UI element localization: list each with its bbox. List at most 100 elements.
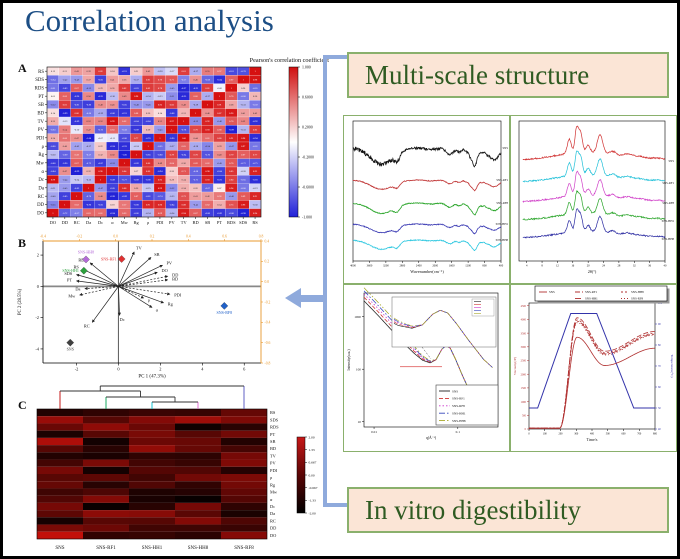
svg-text:3200: 3200 xyxy=(383,264,389,268)
pca-biplot: -2 0 2 4 620-2-4-0.4 -0.2 0.0 0.2 0.4 0.6 0.80.40.… xyxy=(18,235,270,380)
clustered-heatmap: RS SDS RDS PT SB BD TV PV PDI ρ Rg Mw α Dc Da RC DD DO SNS… xyxy=(36,385,318,551)
svg-text:-0.30: -0.30 xyxy=(110,95,116,98)
svg-text:BD: BD xyxy=(193,220,199,225)
svg-text:-0.90: -0.90 xyxy=(146,179,152,182)
svg-text:0.24: 0.24 xyxy=(110,70,115,73)
svg-text:-0.98: -0.98 xyxy=(241,212,247,215)
svg-text:0.14: 0.14 xyxy=(158,112,163,115)
svg-text:Intensity(a.u.): Intensity(a.u.) xyxy=(347,348,351,370)
svg-text:0.00: 0.00 xyxy=(309,473,315,477)
svg-text:-0.94: -0.94 xyxy=(110,145,116,148)
svg-text:-0.13: -0.13 xyxy=(62,120,68,123)
svg-text:-0.32: -0.32 xyxy=(86,179,92,182)
svg-text:-0.30: -0.30 xyxy=(50,154,56,157)
svg-text:600: 600 xyxy=(621,432,626,435)
svg-text:-0.52: -0.52 xyxy=(86,87,92,90)
svg-text:-0.57: -0.57 xyxy=(181,79,187,82)
svg-text:DO: DO xyxy=(161,268,167,273)
svg-text:0.26: 0.26 xyxy=(146,112,151,115)
svg-text:0.49: 0.49 xyxy=(122,95,127,98)
svg-text:-0.67: -0.67 xyxy=(205,187,211,190)
svg-text:PV: PV xyxy=(38,128,45,133)
svg-text:0.68: 0.68 xyxy=(134,112,139,115)
svg-text:0.46: 0.46 xyxy=(205,112,210,115)
svg-text:Mw: Mw xyxy=(270,490,278,495)
left-arrow-shaft xyxy=(301,295,323,302)
svg-text:0.32: 0.32 xyxy=(87,170,92,173)
svg-text:1.33: 1.33 xyxy=(309,448,315,452)
svg-text:-0.2000: -0.2000 xyxy=(302,156,314,160)
svg-text:4000: 4000 xyxy=(521,318,527,321)
svg-text:-0.37: -0.37 xyxy=(205,95,211,98)
svg-text:Rg: Rg xyxy=(168,302,174,307)
svg-text:40: 40 xyxy=(658,428,661,431)
svg-text:0.88: 0.88 xyxy=(182,204,187,207)
multiscale-plots-grid: 4000 3600 3200 2800 2400 2000 1600 1200 800 400 Wa… xyxy=(343,115,677,452)
svg-text:-0.73: -0.73 xyxy=(86,162,92,165)
svg-text:0.50: 0.50 xyxy=(110,154,115,157)
svg-text:BD: BD xyxy=(270,446,276,451)
svg-text:0.78: 0.78 xyxy=(158,87,163,90)
svg-text:1: 1 xyxy=(112,170,114,173)
svg-text:-0.84: -0.84 xyxy=(50,170,56,173)
svg-text:-0.46: -0.46 xyxy=(229,195,235,198)
svg-text:SNS-RF1: SNS-RF1 xyxy=(496,178,508,182)
svg-text:-0.52: -0.52 xyxy=(169,187,175,190)
svg-text:-0.57: -0.57 xyxy=(86,154,92,157)
svg-text:Mw: Mw xyxy=(121,220,129,225)
correlation-heatmap-panel: 0.13 0.21 0.43 0.39 0.82 0.24 -0.91 0.21 0.43 -0.… xyxy=(13,53,331,236)
clustered-heatmap-panel: RS SDS RDS PT SB BD TV PV PDI ρ Rg Mw α Dc Da RC DD DO SNS… xyxy=(13,381,323,556)
svg-text:0: 0 xyxy=(117,367,120,372)
svg-text:Dc: Dc xyxy=(98,220,103,225)
svg-text:SNS-HH8: SNS-HH8 xyxy=(631,290,644,294)
svg-text:-0.85: -0.85 xyxy=(98,79,104,82)
svg-text:-0.80: -0.80 xyxy=(122,137,128,140)
svg-text:3500: 3500 xyxy=(521,332,527,335)
svg-text:1: 1 xyxy=(171,129,173,132)
svg-text:0.41: 0.41 xyxy=(110,79,115,82)
svg-text:2: 2 xyxy=(159,367,161,372)
svg-text:-0.91: -0.91 xyxy=(193,87,199,90)
svg-text:-0.94: -0.94 xyxy=(157,170,163,173)
svg-text:2800: 2800 xyxy=(399,264,405,268)
svg-text:SNS-RF8: SNS-RF8 xyxy=(217,310,233,315)
svg-text:RS: RS xyxy=(252,220,258,225)
svg-text:Mw: Mw xyxy=(36,161,44,166)
svg-text:-0.23: -0.23 xyxy=(157,95,163,98)
svg-text:PT: PT xyxy=(270,432,275,437)
panel-c-label: C xyxy=(18,398,27,412)
svg-text:SNS: SNS xyxy=(67,347,74,352)
svg-text:0.73: 0.73 xyxy=(229,204,234,207)
svg-text:-0.55: -0.55 xyxy=(50,204,56,207)
svg-text:ρ: ρ xyxy=(42,145,45,150)
svg-text:0.82: 0.82 xyxy=(146,87,151,90)
svg-text:1: 1 xyxy=(52,212,54,215)
svg-text:1: 1 xyxy=(147,145,149,148)
svg-text:0.80: 0.80 xyxy=(229,179,234,182)
svg-text:-0.92: -0.92 xyxy=(253,120,259,123)
svg-text:2θ(°): 2θ(°) xyxy=(588,269,597,274)
svg-text:0.97: 0.97 xyxy=(241,145,246,148)
svg-text:0.4: 0.4 xyxy=(265,239,270,243)
svg-text:-0.84: -0.84 xyxy=(217,170,223,173)
svg-text:0.32: 0.32 xyxy=(98,154,103,157)
svg-text:SNS-HH8: SNS-HH8 xyxy=(496,238,509,242)
svg-text:0.52: 0.52 xyxy=(98,120,103,123)
svg-text:0.91: 0.91 xyxy=(146,204,151,207)
svg-text:SNS-HH8: SNS-HH8 xyxy=(188,546,209,551)
svg-text:TV: TV xyxy=(38,120,45,125)
svg-text:-0.07: -0.07 xyxy=(98,137,104,140)
svg-text:0.64: 0.64 xyxy=(170,162,175,165)
svg-text:0.82: 0.82 xyxy=(122,87,127,90)
svg-text:BD: BD xyxy=(172,277,178,282)
svg-text:-0.11: -0.11 xyxy=(110,137,116,140)
multiscale-structure-box: Multi-scale structure xyxy=(347,52,669,98)
svg-text:SNS: SNS xyxy=(668,159,674,163)
svg-text:1.000: 1.000 xyxy=(302,66,311,70)
svg-text:1: 1 xyxy=(100,179,102,182)
svg-text:RS: RS xyxy=(270,410,276,415)
svg-text:0.98: 0.98 xyxy=(205,170,210,173)
svg-text:0.44: 0.44 xyxy=(194,137,199,140)
svg-text:Da: Da xyxy=(86,220,91,225)
svg-text:0.42: 0.42 xyxy=(205,195,210,198)
